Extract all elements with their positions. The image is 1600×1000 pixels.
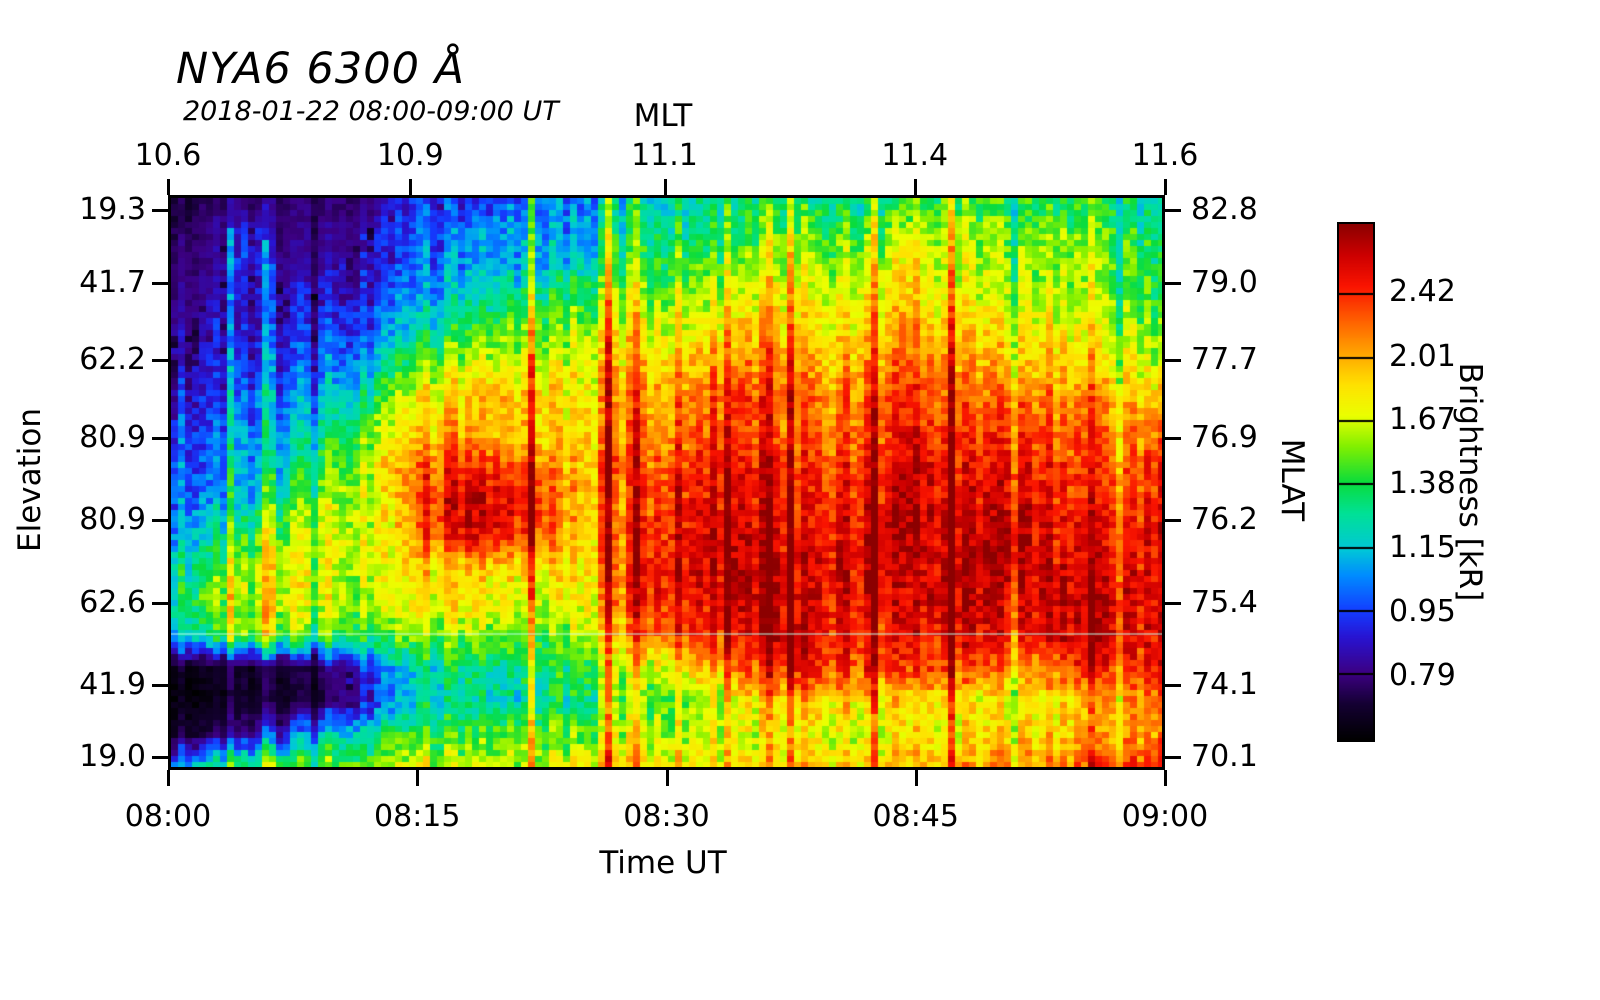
colorbar-canvas	[1339, 224, 1373, 740]
heatmap-canvas	[171, 198, 1162, 767]
mlat-tick-label: 75.4	[1191, 585, 1258, 621]
heatmap-plot-area	[168, 195, 1165, 770]
mlt-tick-label: 11.6	[1131, 138, 1199, 173]
mlat-tick-label: 70.1	[1191, 738, 1258, 774]
mlt-tick-mark	[663, 179, 667, 195]
x-tick-mark	[914, 770, 918, 786]
figure-title: NYA6 6300 Å	[176, 44, 466, 94]
bottom-axis-label: Time UT	[599, 845, 727, 881]
mlt-tick-label: 11.4	[881, 138, 949, 173]
elevation-tick-label: 62.2	[79, 342, 146, 378]
figure-subtitle: 2018-01-22 08:00-09:00 UT	[183, 96, 559, 127]
colorbar-tick-label: 1.15	[1389, 530, 1456, 566]
mlat-tick-mark	[1165, 208, 1181, 212]
mlt-tick-label: 11.1	[631, 138, 698, 173]
elevation-tick-mark	[152, 602, 168, 606]
elevation-tick-label: 19.0	[79, 738, 146, 774]
mlat-tick-label: 79.0	[1191, 264, 1258, 300]
colorbar-tick-label: 2.42	[1389, 274, 1456, 310]
mlat-tick-label: 77.7	[1191, 342, 1258, 378]
x-tick-mark	[167, 770, 170, 786]
mlat-tick-mark	[1165, 602, 1181, 606]
mlat-tick-label: 76.2	[1191, 501, 1258, 537]
mlat-tick-label: 82.8	[1191, 191, 1258, 227]
mlat-tick-mark	[1165, 518, 1181, 522]
mlat-tick-mark	[1165, 281, 1181, 285]
elevation-tick-label: 80.9	[79, 501, 146, 537]
mlat-tick-mark	[1165, 437, 1181, 441]
colorbar	[1337, 222, 1375, 742]
x-tick-label: 08:30	[623, 799, 710, 834]
x-tick-mark	[416, 770, 420, 786]
mlat-tick-mark	[1165, 683, 1181, 687]
elevation-tick-label: 19.3	[79, 191, 146, 227]
elevation-tick-label: 41.7	[79, 264, 146, 300]
elevation-tick-mark	[152, 359, 168, 363]
x-tick-label: 09:00	[1121, 799, 1209, 834]
mlt-tick-mark	[913, 179, 917, 195]
colorbar-tick-label: 0.79	[1389, 657, 1456, 693]
colorbar-tick-label: 1.38	[1389, 466, 1456, 502]
mlt-tick-mark	[409, 179, 413, 195]
mlat-tick-label: 74.1	[1191, 666, 1258, 702]
mlat-tick-label: 76.9	[1191, 420, 1258, 456]
elevation-tick-label: 41.9	[79, 666, 146, 702]
mlat-tick-mark	[1165, 755, 1181, 759]
x-tick-label: 08:15	[374, 799, 461, 834]
top-axis-label: MLT	[633, 98, 693, 134]
colorbar-tick-label: 1.67	[1389, 402, 1456, 438]
mlt-tick-mark	[1164, 179, 1167, 195]
mlat-tick-mark	[1165, 359, 1181, 363]
x-tick-label: 08:00	[124, 799, 212, 834]
x-tick-mark	[1164, 770, 1167, 786]
mlt-tick-label: 10.9	[376, 138, 444, 173]
x-tick-mark	[665, 770, 669, 786]
elevation-tick-mark	[152, 437, 168, 441]
elevation-tick-mark	[152, 755, 168, 759]
elevation-tick-mark	[152, 208, 168, 212]
elevation-tick-mark	[152, 281, 168, 285]
elevation-tick-mark	[152, 518, 168, 522]
mlt-tick-label: 10.6	[134, 138, 202, 173]
colorbar-tick-label: 2.01	[1389, 339, 1456, 375]
elevation-tick-label: 80.9	[79, 420, 146, 456]
elevation-tick-label: 62.6	[79, 585, 146, 621]
x-tick-label: 08:45	[872, 799, 959, 834]
elevation-tick-mark	[152, 683, 168, 687]
mlt-tick-mark	[167, 179, 170, 195]
colorbar-tick-label: 0.95	[1389, 594, 1456, 629]
